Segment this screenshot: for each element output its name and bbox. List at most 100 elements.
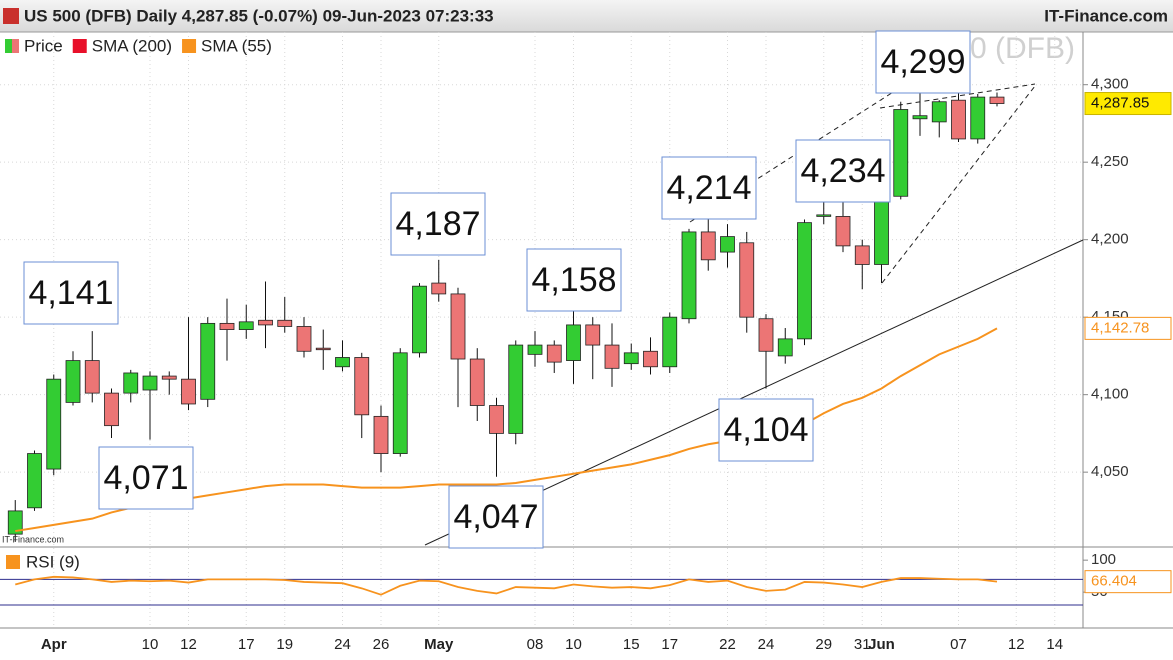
y-tick-label: 4,050 <box>1091 463 1129 480</box>
y-tick-label: 4,200 <box>1091 231 1129 248</box>
rsi-line <box>15 575 998 596</box>
candle-body <box>527 344 543 355</box>
last-label: 66.404 <box>1091 573 1137 590</box>
candle-body <box>970 96 986 140</box>
source: IT-Finance.com <box>2 534 64 544</box>
candle-body <box>46 378 62 470</box>
candle-body <box>739 242 755 318</box>
candle-body <box>200 322 216 400</box>
annotation: 4,071 <box>103 459 188 497</box>
x-tick-label: 07 <box>950 636 967 653</box>
trend-line <box>881 85 1036 284</box>
annotation: 4,299 <box>880 43 965 81</box>
candle-body <box>7 510 23 535</box>
candle-body <box>758 318 774 352</box>
x-tick-label: 31 <box>854 636 871 653</box>
candle-body <box>797 222 812 340</box>
candle-body <box>951 99 966 140</box>
last-label: 4,142.78 <box>1091 319 1149 336</box>
legend-label: SMA (200) <box>92 36 172 55</box>
header-brand: IT-Finance.com <box>1044 6 1168 25</box>
candle-body <box>604 344 620 369</box>
x-tick-label: 10 <box>142 636 159 653</box>
annotation-box <box>390 192 486 256</box>
candle-body <box>720 236 735 253</box>
candle-body <box>335 357 350 368</box>
candle-body <box>912 115 928 120</box>
x-tick-label: 12 <box>180 636 197 653</box>
legend-swatch <box>5 39 12 53</box>
annotation: 4,158 <box>531 261 616 299</box>
candle-body <box>623 352 639 365</box>
candle-body <box>469 358 485 406</box>
annotation: 4,214 <box>666 169 751 207</box>
candle-body <box>450 293 466 360</box>
header-title: US 500 (DFB) Daily 4,287.85 (-0.07%) 09-… <box>24 6 494 25</box>
candle-body <box>989 96 1005 104</box>
annotation-box <box>98 446 194 510</box>
x-tick-label: 08 <box>527 636 544 653</box>
candle-body <box>315 347 331 351</box>
candle-body <box>104 392 119 427</box>
last-label-box <box>1084 570 1172 594</box>
x-tick-label: 19 <box>276 636 293 653</box>
candle-body <box>546 344 562 363</box>
candle-body <box>258 319 273 326</box>
candle-body <box>835 216 851 247</box>
header-bar <box>0 0 1173 32</box>
legend-label: Price <box>24 36 63 55</box>
annotation-box <box>875 30 971 94</box>
x-tick-label: 12 <box>1008 636 1025 653</box>
trend-line <box>879 83 1036 109</box>
legend-swatch <box>182 39 197 53</box>
x-tick-label: 17 <box>661 636 678 653</box>
x-tick-label: 17 <box>238 636 255 653</box>
candle-body <box>777 338 793 357</box>
annotation-box <box>526 248 622 312</box>
y-tick-label: 4,300 <box>1091 76 1129 93</box>
candle-body <box>277 319 293 327</box>
x-tick-label: 26 <box>373 636 390 653</box>
annotation: 4,141 <box>28 274 113 312</box>
candle-body <box>181 378 196 405</box>
x-tick-label: 22 <box>719 636 736 653</box>
candle-body <box>643 350 658 368</box>
candle-body <box>142 375 158 391</box>
candle-body <box>700 231 716 261</box>
candle-body <box>662 316 678 368</box>
annotation-box <box>795 139 891 203</box>
candle-body <box>854 245 870 265</box>
x-tick-label: Jun <box>868 636 895 653</box>
annotation: 4,234 <box>800 152 885 190</box>
candle-body <box>893 109 909 197</box>
annotation: 4,187 <box>395 205 480 243</box>
last-label: 4,287.85 <box>1091 94 1149 111</box>
annotation-box <box>661 156 757 220</box>
candle-body <box>392 352 408 454</box>
candle-body <box>431 282 447 295</box>
x-tick-label: Apr <box>41 636 67 653</box>
demo-icon <box>3 8 19 24</box>
x-tick-label: 29 <box>815 636 832 653</box>
y-tick-label: 100 <box>1091 551 1116 568</box>
legend-swatch <box>72 39 87 53</box>
candle-body <box>27 453 42 509</box>
candle-body <box>373 415 389 454</box>
candle-body <box>296 326 312 352</box>
legend-label: SMA (55) <box>201 36 272 55</box>
x-tick-label: 15 <box>623 636 640 653</box>
y-tick-label: 4,100 <box>1091 386 1129 403</box>
annotation: 4,047 <box>453 498 538 536</box>
legend-label: RSI (9) <box>26 552 80 571</box>
candle-body <box>354 357 370 416</box>
candle-body <box>412 285 427 354</box>
x-tick-label: May <box>424 636 454 653</box>
annotation-box <box>448 485 544 549</box>
annotation: 4,104 <box>723 411 808 449</box>
candle-body <box>931 101 947 123</box>
legend-swatch <box>12 39 19 53</box>
last-label-box <box>1084 316 1172 340</box>
x-tick-label: 10 <box>565 636 582 653</box>
annotation-box <box>718 398 814 462</box>
